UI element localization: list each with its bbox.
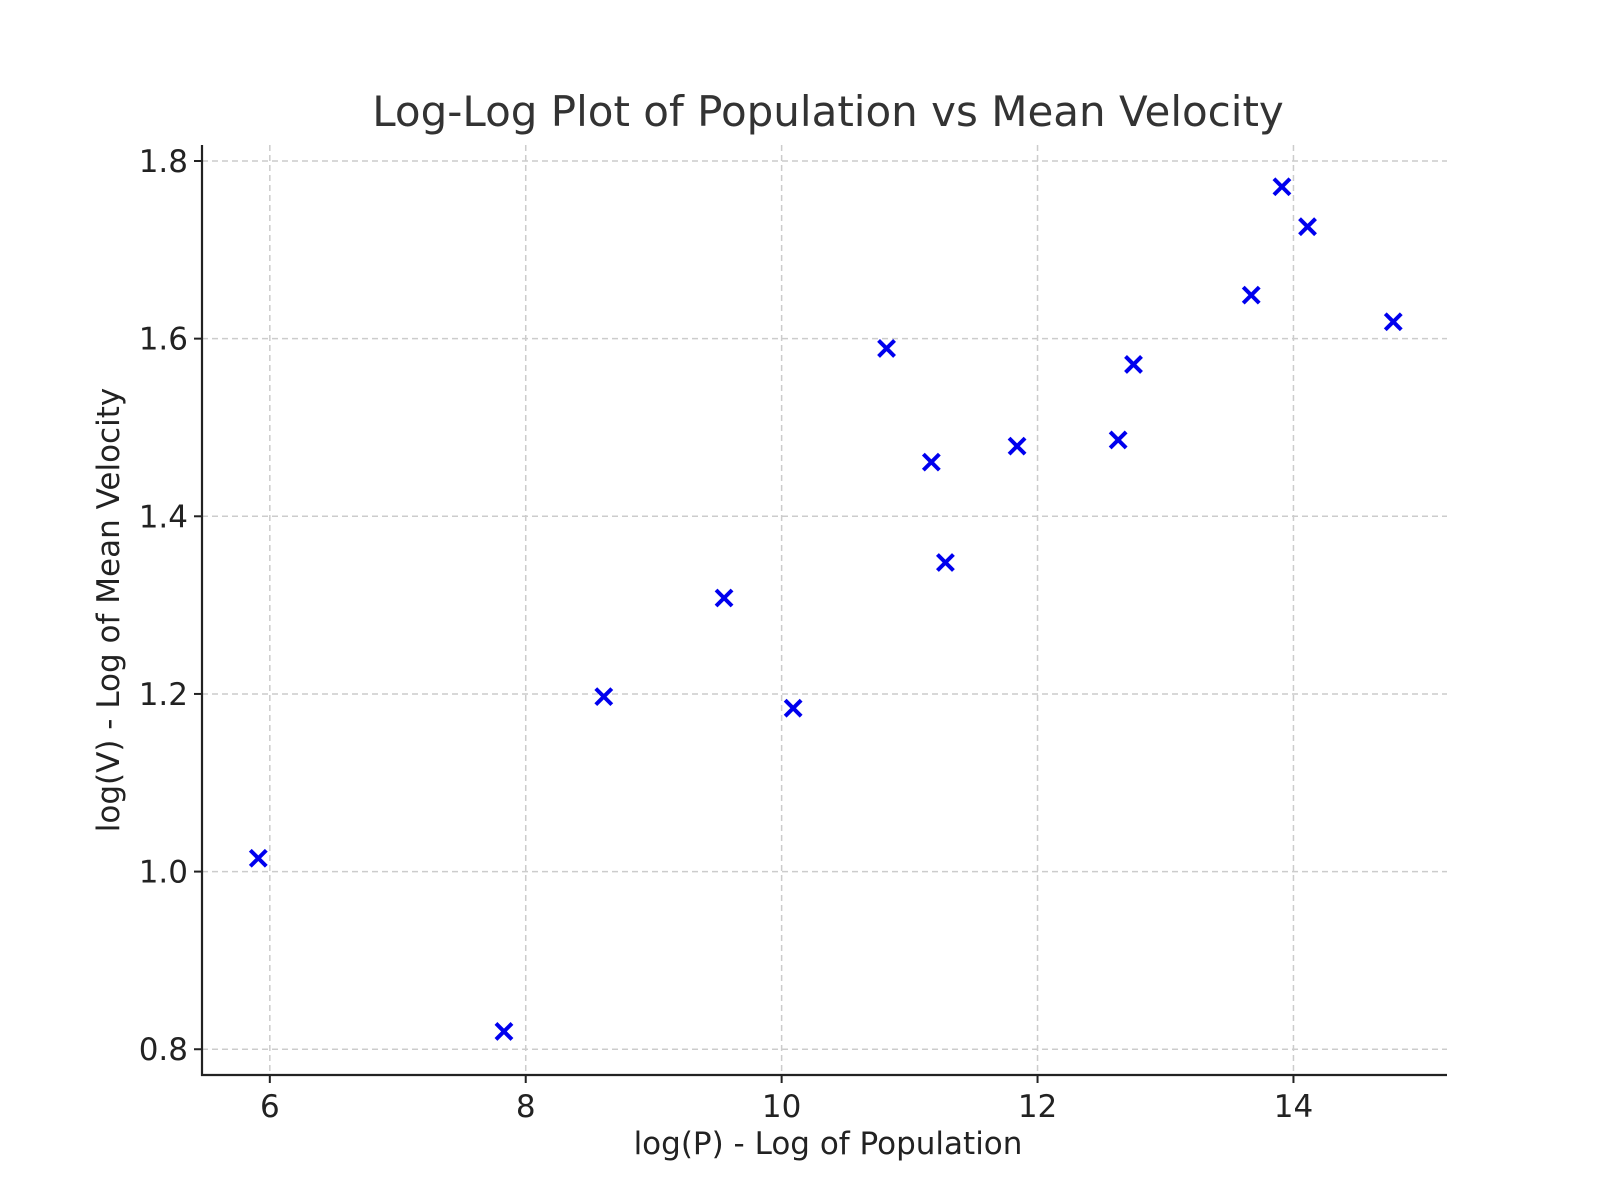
x-axis-label: log(P) - Log of Population	[634, 1126, 1023, 1162]
data-point	[1383, 312, 1403, 332]
data-point	[1298, 217, 1317, 237]
gridlines	[202, 145, 1447, 1075]
data-point	[1108, 430, 1128, 450]
data-point	[1272, 177, 1292, 197]
data-point	[1007, 436, 1027, 456]
data-point	[1124, 354, 1143, 374]
data-point	[714, 588, 734, 608]
y-tick-label: 1.0	[139, 855, 188, 891]
data-point	[594, 687, 614, 707]
x-tick-label: 6	[260, 1089, 280, 1125]
data-point	[783, 698, 803, 718]
y-axis-ticks: 0.8 1.0 1.2 1.4 1.6 1.8	[139, 144, 202, 1068]
y-tick-label: 1.4	[139, 499, 188, 535]
data-point	[248, 848, 268, 868]
x-tick-label: 12	[1018, 1089, 1057, 1125]
data-point	[1241, 285, 1261, 305]
y-tick-label: 0.8	[139, 1032, 188, 1068]
data-point	[494, 1022, 514, 1041]
chart-title: Log-Log Plot of Population vs Mean Veloc…	[372, 87, 1284, 136]
data-point	[921, 452, 941, 472]
y-tick-label: 1.6	[139, 322, 188, 358]
y-tick-label: 1.8	[139, 144, 188, 180]
data-point	[877, 338, 896, 358]
x-tick-label: 8	[516, 1089, 536, 1125]
x-tick-label: 10	[762, 1089, 801, 1125]
x-axis-ticks: 6 8 10 12 14	[260, 1075, 1313, 1125]
y-tick-label: 1.2	[139, 677, 188, 713]
axes	[200, 145, 1447, 1077]
data-point	[936, 553, 955, 572]
y-axis-label: log(V) - Log of Mean Velocity	[91, 388, 127, 832]
data-points	[248, 177, 1403, 1041]
x-tick-label: 14	[1274, 1089, 1313, 1125]
